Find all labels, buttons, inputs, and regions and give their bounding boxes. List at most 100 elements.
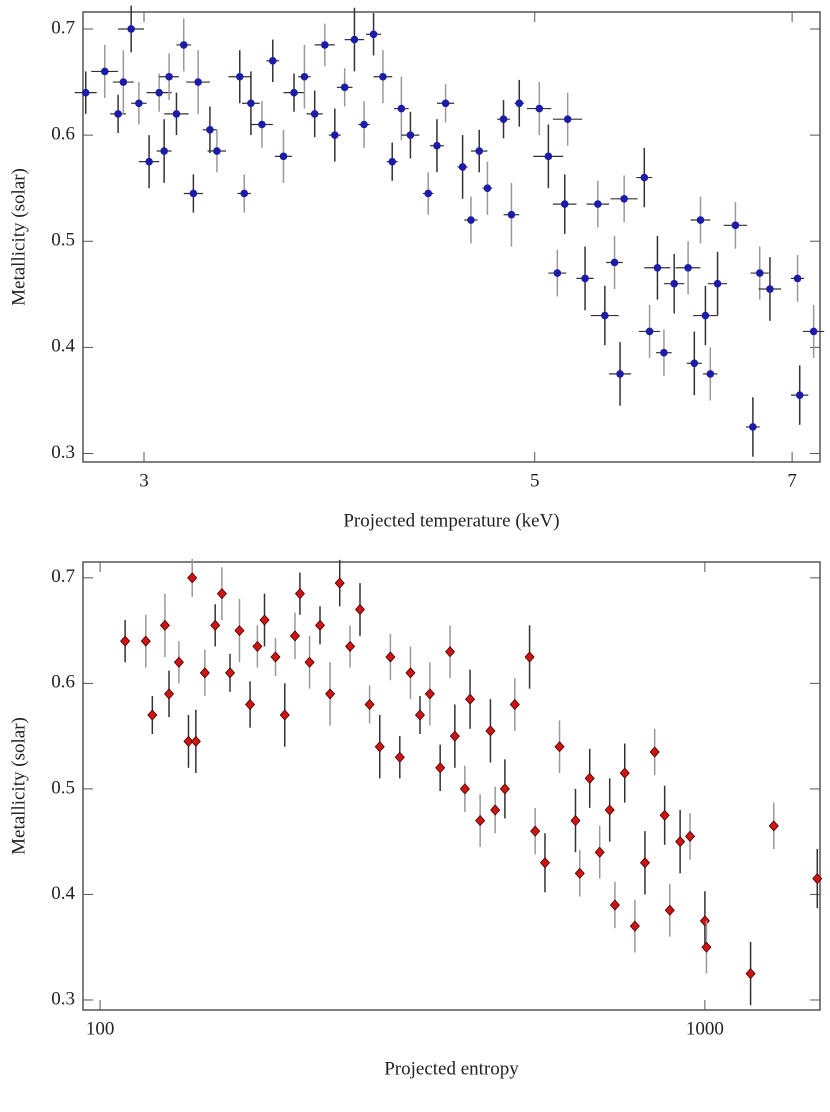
data-point [388, 157, 397, 166]
data-point [268, 57, 277, 65]
data-point [172, 110, 181, 118]
data-point [190, 735, 201, 748]
data-point [81, 88, 90, 97]
data-point [445, 646, 456, 658]
x-tick-label: 1000 [686, 1018, 724, 1039]
data-point [304, 656, 315, 668]
data-point [483, 184, 492, 192]
y-tick-label: 0.4 [51, 883, 75, 904]
data-point [354, 603, 366, 616]
y-axis-label: Metallicity (solar) [8, 717, 29, 855]
data-point [224, 667, 236, 679]
data-point [406, 131, 415, 139]
data-point [574, 867, 585, 879]
data-point [385, 651, 396, 663]
plot-frame [82, 11, 821, 463]
data-point [675, 836, 686, 848]
data-point [394, 751, 405, 763]
data-point [279, 152, 288, 161]
data-point [216, 588, 227, 600]
data-point [629, 920, 640, 932]
data-point [213, 147, 221, 155]
data-point [163, 688, 175, 700]
data-point [159, 619, 170, 631]
data-point [449, 730, 460, 742]
data-point [300, 72, 309, 81]
data-point [610, 258, 619, 267]
x-axis-label: Projected temperature (keV) [343, 510, 559, 531]
data-point [649, 746, 660, 758]
data-point [539, 857, 551, 869]
data-point [235, 72, 244, 81]
data-point [620, 194, 628, 203]
data-point [245, 698, 256, 711]
data-point [100, 67, 109, 76]
x-tick-label: 3 [139, 470, 149, 491]
data-point [499, 115, 508, 123]
y-tick-label: 0.4 [51, 336, 75, 357]
data-point [459, 783, 470, 795]
data-point [179, 41, 188, 49]
data-point [234, 625, 245, 637]
data-point [640, 173, 649, 182]
data-point [553, 269, 562, 277]
data-point [619, 767, 630, 779]
data-point [684, 830, 696, 842]
y-tick-label: 0.5 [51, 230, 75, 251]
data-point [795, 391, 804, 399]
data-point [135, 99, 143, 108]
data-point [405, 667, 416, 679]
data-point [594, 846, 605, 858]
x-tick-label: 7 [787, 470, 797, 491]
data-point [290, 88, 298, 97]
data-point [199, 667, 210, 679]
data-point [701, 311, 710, 320]
data-point [507, 210, 516, 219]
data-point [467, 216, 475, 224]
data-point [713, 279, 722, 288]
data-point [334, 577, 345, 589]
data-point [664, 904, 675, 916]
data-point [173, 656, 184, 668]
data-point [240, 189, 249, 198]
data-point [145, 157, 153, 166]
data-point [433, 141, 441, 150]
data-point [350, 35, 359, 44]
data-point [601, 311, 609, 320]
data-point [535, 104, 544, 113]
data-point [755, 269, 764, 277]
data-point [270, 651, 281, 663]
data-point [155, 88, 163, 97]
y-tick-label: 0.6 [51, 672, 75, 693]
data-point [699, 915, 710, 927]
data-point [441, 99, 450, 108]
data-point [604, 804, 615, 816]
data-point [374, 741, 385, 753]
data-point [509, 698, 520, 711]
y-tick-label: 0.3 [51, 442, 75, 463]
data-point [314, 619, 326, 631]
data-point [119, 78, 128, 86]
data-point [194, 78, 202, 86]
data-point [594, 200, 602, 208]
data-point [147, 709, 158, 721]
data-point [140, 635, 151, 647]
data-point [210, 619, 221, 631]
data-point [706, 370, 715, 378]
data-point [745, 967, 756, 980]
data-point [584, 772, 595, 784]
data-point [465, 693, 476, 705]
data-point [458, 163, 467, 171]
data-point [325, 688, 336, 700]
data-point [485, 725, 496, 737]
y-tick-label: 0.3 [51, 988, 75, 1009]
x-tick-label: 5 [530, 470, 540, 491]
data-point [609, 899, 620, 911]
data-point [120, 635, 131, 647]
data-point [364, 698, 375, 711]
data-point [369, 30, 378, 39]
data-point [475, 147, 484, 155]
data-point [424, 688, 435, 700]
data-point [544, 152, 553, 161]
